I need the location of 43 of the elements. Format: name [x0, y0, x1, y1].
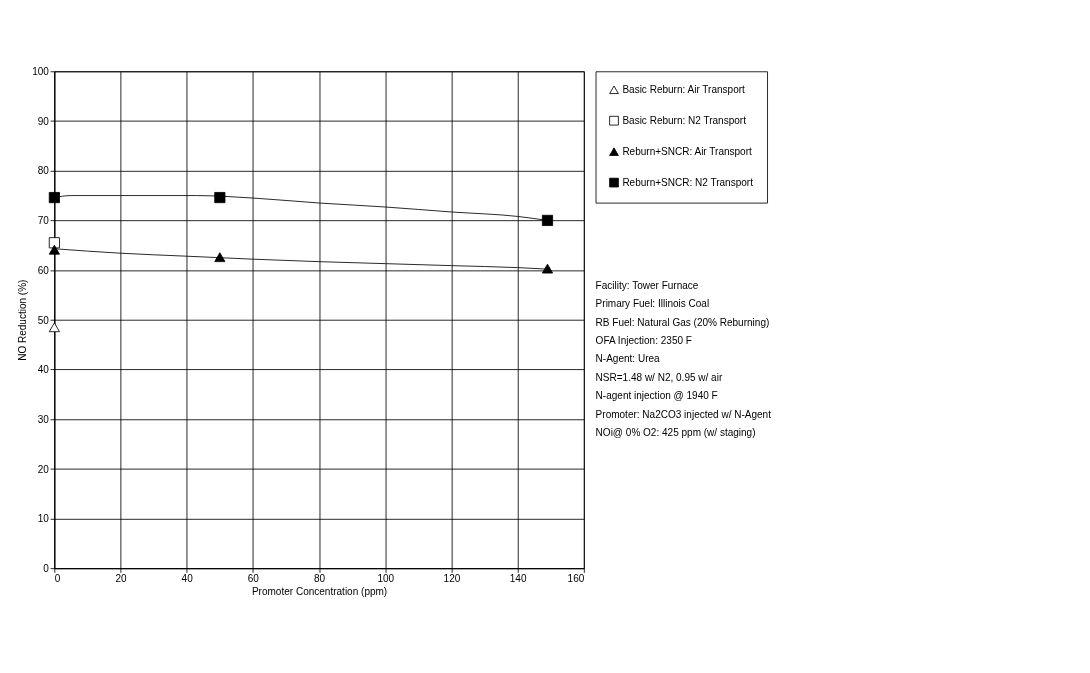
y-tick-label: 80 — [37, 165, 50, 177]
point — [541, 263, 554, 274]
text: RB Fuel: Natural Gas (20% Reburning) — [595, 316, 770, 328]
y-tick-label: 70 — [37, 215, 50, 227]
text: Facility: Tower Furnace — [595, 279, 699, 291]
y-tick-label: 10 — [37, 513, 50, 525]
x-tick-label: 0 — [54, 573, 61, 585]
text: N-agent injection @ 1940 F — [595, 390, 718, 402]
x-tick-label: 100 — [377, 573, 395, 585]
point — [48, 322, 60, 333]
text: Promoter: Na2CO3 injected w/ N-Agent — [595, 408, 772, 420]
text: NSR=1.48 w/ N2, 0.95 w/ air — [595, 371, 723, 383]
point — [48, 192, 60, 204]
legend-label: Basic Reburn: N2 Transport — [622, 115, 747, 127]
y-tick-label: 20 — [37, 463, 50, 475]
y-tick-label: 30 — [37, 413, 50, 425]
text: NOi@ 0% O2: 425 ppm (w/ staging) — [595, 427, 756, 439]
point — [48, 244, 60, 255]
x-tick-label: 80 — [313, 573, 326, 585]
x-tick-label: 120 — [443, 573, 461, 585]
point — [48, 237, 60, 249]
y-axis-title: NO Reduction (%) — [17, 279, 29, 361]
y-tick-label: 50 — [37, 314, 50, 326]
point — [214, 252, 226, 263]
x-tick-label: 40 — [181, 573, 194, 585]
x-tick-label: 60 — [247, 573, 260, 585]
x-tick-label: 140 — [509, 573, 527, 585]
y-tick-label: 40 — [37, 364, 50, 376]
y-tick-label: 100 — [32, 66, 50, 78]
legend-label: Reburn+SNCR: N2 Transport — [622, 176, 754, 188]
x-tick-label: 160 — [567, 573, 585, 585]
text: OFA Injection: 2350 F — [595, 335, 692, 347]
y-tick-label: 0 — [43, 563, 50, 575]
x-axis-title: Promoter Concentration (ppm) — [251, 585, 388, 597]
point — [214, 192, 226, 204]
x-tick-label: 20 — [115, 573, 127, 585]
y-tick-label: 60 — [37, 264, 50, 276]
point — [541, 214, 554, 226]
legend-label: Reburn+SNCR: Air Transport — [622, 146, 753, 157]
y-tick-label: 90 — [37, 115, 50, 127]
legend-label: Basic Reburn: Air Transport — [622, 84, 746, 96]
text: N-Agent: Urea — [595, 353, 661, 365]
text: Primary Fuel: Illinois Coal — [595, 298, 710, 310]
